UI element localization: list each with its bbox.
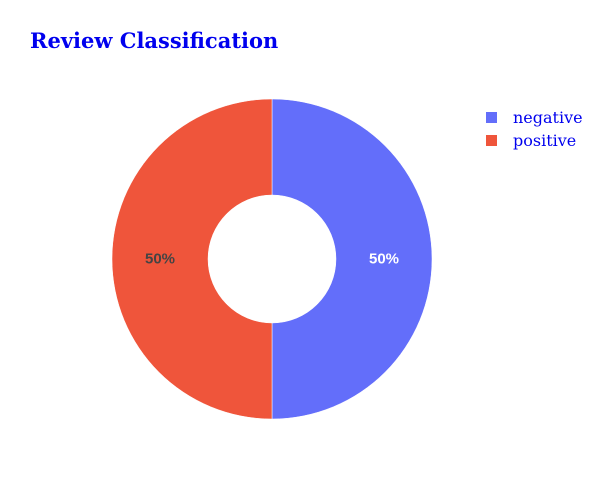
legend-swatch-negative: [486, 112, 497, 123]
slice-label-negative: 50%: [369, 251, 399, 268]
legend-item-negative[interactable]: negative: [486, 106, 583, 129]
slice-positive[interactable]: [111, 98, 273, 420]
legend: negative positive: [486, 106, 583, 152]
slice-negative[interactable]: [271, 98, 433, 420]
legend-swatch-positive: [486, 135, 497, 146]
legend-label-positive: positive: [513, 131, 577, 150]
slice-label-positive: 50%: [145, 251, 175, 268]
chart-title: Review Classification: [30, 28, 279, 53]
legend-item-positive[interactable]: positive: [486, 129, 583, 152]
legend-label-negative: negative: [513, 108, 583, 127]
